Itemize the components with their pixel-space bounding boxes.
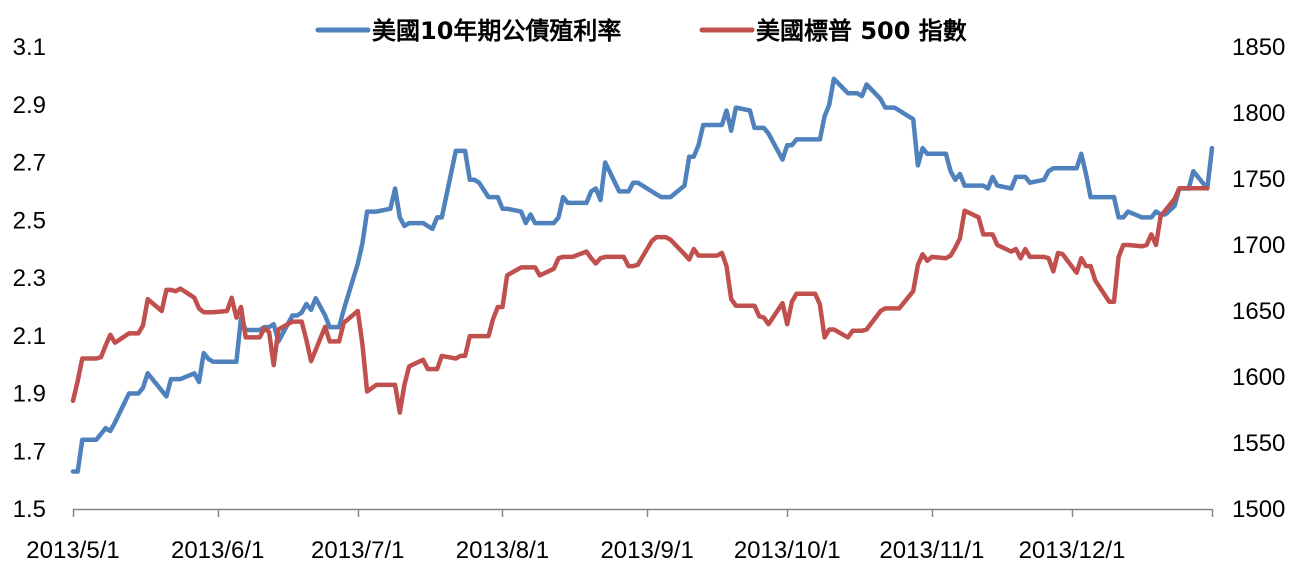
y-right-tick-label: 1700 — [1232, 232, 1285, 259]
y-left-tick-label: 2.9 — [13, 92, 46, 119]
y-right-tick-label: 1600 — [1232, 364, 1285, 391]
y-left-tick-label: 2.1 — [13, 323, 46, 350]
y-left-tick-label: 2.7 — [13, 150, 46, 177]
y-right-tick-label: 1550 — [1232, 430, 1285, 457]
series-lines — [70, 76, 1215, 474]
axes — [72, 508, 1214, 517]
y-right-tick-label: 1500 — [1232, 496, 1285, 523]
y-right-tick-label: 1750 — [1232, 166, 1285, 193]
y-left-tick-label: 1.5 — [13, 496, 46, 523]
y-left-tick-label: 1.9 — [13, 381, 46, 408]
legend: 美國10年期公債殖利率 美國標普 500 指數 — [315, 17, 967, 45]
y-right-tick-label: 1850 — [1232, 34, 1285, 61]
x-tick-label: 2013/10/1 — [734, 537, 841, 564]
treasury-yield-line — [70, 76, 1215, 474]
y-right-tick-label: 1800 — [1232, 100, 1285, 127]
y-left-tick-label: 3.1 — [13, 34, 46, 61]
x-tick-label: 2013/11/1 — [879, 537, 984, 564]
sp500-line — [70, 185, 1210, 415]
x-tick-label: 2013/5/1 — [26, 537, 119, 564]
x-tick-label: 2013/6/1 — [171, 537, 264, 564]
y-left-tick-label: 1.7 — [13, 438, 46, 465]
x-tick-label: 2013/12/1 — [1019, 537, 1126, 564]
legend-label: 美國10年期公債殖利率 — [372, 17, 621, 45]
x-tick-label: 2013/9/1 — [600, 537, 693, 564]
tick-labels: 2013/5/1 2013/6/1 2013/7/1 2013/8/1 2013/9/1… — [13, 34, 1286, 564]
x-tick-label: 2013/7/1 — [311, 537, 404, 564]
legend-label: 美國標普 500 指數 — [756, 17, 967, 45]
y-right-tick-label: 1650 — [1232, 298, 1285, 325]
y-left-tick-label: 2.5 — [13, 207, 46, 234]
y-left-tick-label: 2.3 — [13, 265, 46, 292]
x-tick-label: 2013/8/1 — [456, 537, 549, 564]
